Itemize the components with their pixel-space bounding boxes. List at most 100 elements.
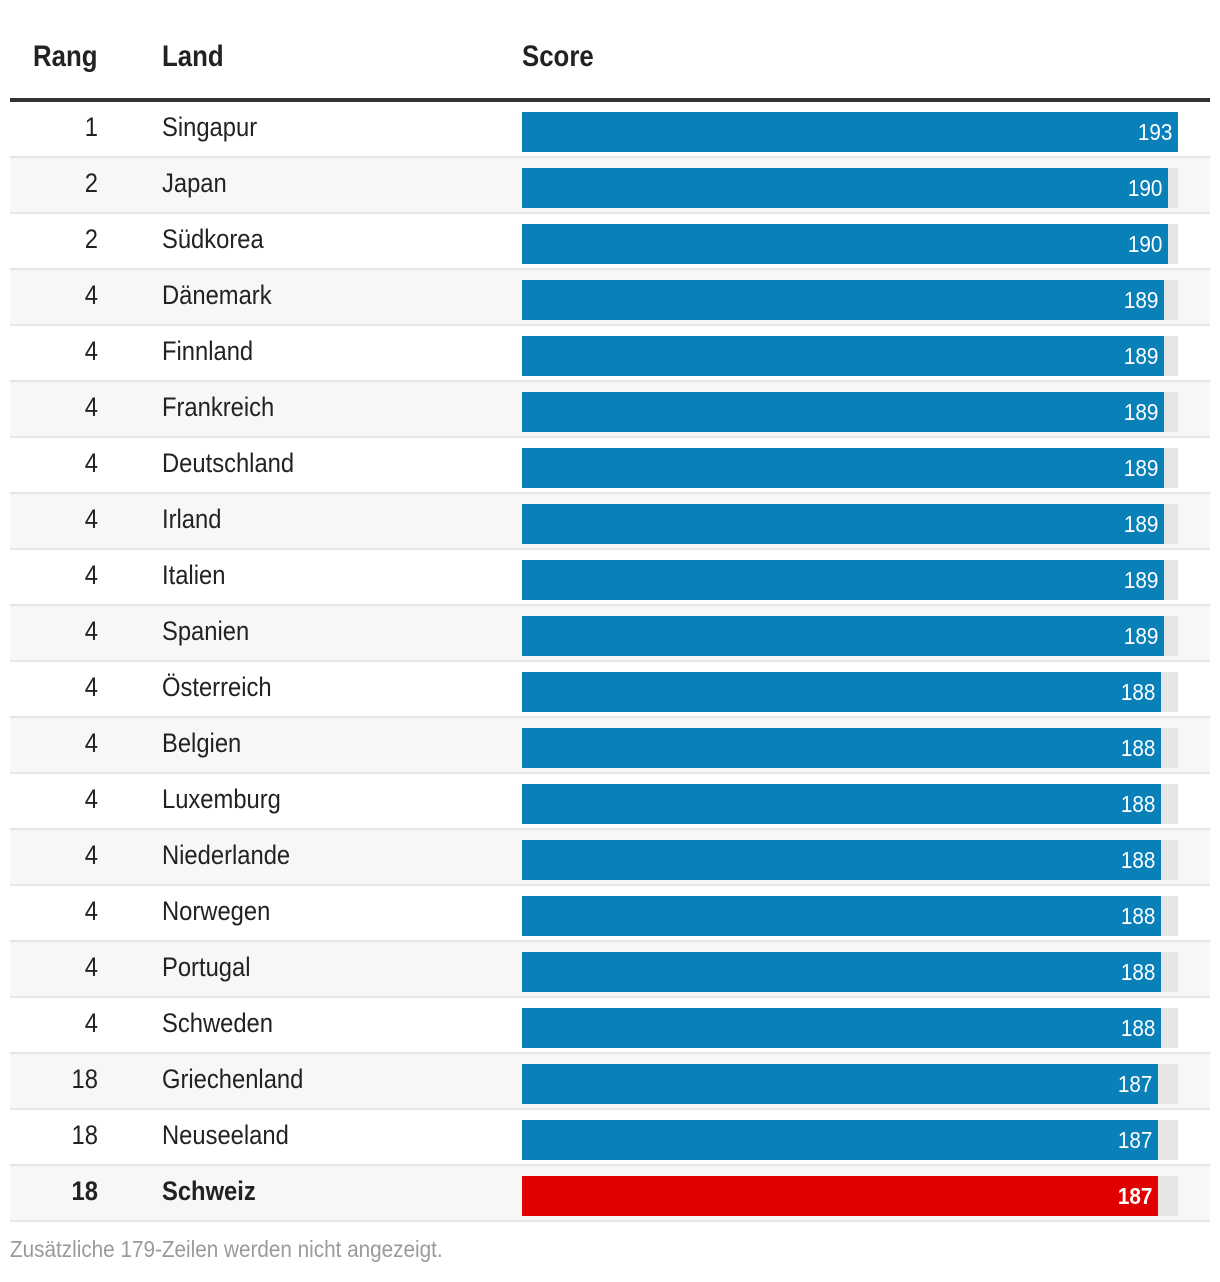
rank-cell: 4	[84, 280, 98, 310]
score-bar: 188	[522, 952, 1161, 992]
rank-cell: 4	[84, 392, 98, 422]
score-bar: 189	[522, 504, 1164, 544]
score-bar-track: 189	[522, 448, 1178, 488]
table-body: 1 Singapur 193 2 Japan 190 2 Südkorea 190 4 Dänema…	[10, 102, 1210, 1222]
table-row: 2 Japan 190	[10, 158, 1210, 214]
score-bar: 188	[522, 1008, 1161, 1048]
country-cell: Norwegen	[162, 896, 271, 926]
table-row: 4 Norwegen 188	[10, 886, 1210, 942]
table-row: 2 Südkorea 190	[10, 214, 1210, 270]
score-value-label: 189	[1123, 399, 1158, 425]
score-bar-track: 188	[522, 672, 1178, 712]
table-row: 18 Schweiz 187	[10, 1166, 1210, 1222]
score-value-label: 189	[1123, 455, 1158, 481]
score-bar: 188	[522, 672, 1161, 712]
score-bar-track: 189	[522, 616, 1178, 656]
score-value-label: 189	[1123, 623, 1158, 649]
rank-cell: 18	[71, 1064, 98, 1094]
score-bar: 189	[522, 336, 1164, 376]
score-bar: 189	[522, 280, 1164, 320]
score-bar: 187	[522, 1120, 1158, 1160]
score-bar: 188	[522, 896, 1161, 936]
score-value-label: 187	[1117, 1071, 1152, 1097]
rank-cell: 4	[84, 784, 98, 814]
table-row: 4 Frankreich 189	[10, 382, 1210, 438]
country-cell: Luxemburg	[162, 784, 281, 814]
rank-cell: 4	[84, 616, 98, 646]
table-row: 4 Deutschland 189	[10, 438, 1210, 494]
country-cell: Frankreich	[162, 392, 275, 422]
country-cell: Spanien	[162, 616, 250, 646]
score-bar: 189	[522, 616, 1164, 656]
score-bar-track: 189	[522, 504, 1178, 544]
score-value-label: 190	[1127, 175, 1162, 201]
score-bar-track: 188	[522, 952, 1178, 992]
score-value-label: 188	[1120, 679, 1155, 705]
score-bar-track: 187	[522, 1176, 1178, 1216]
country-cell: Dänemark	[162, 280, 272, 310]
country-cell: Italien	[162, 560, 226, 590]
score-bar-track: 188	[522, 896, 1178, 936]
score-bar: 189	[522, 560, 1164, 600]
rank-cell: 4	[84, 672, 98, 702]
table-row: 1 Singapur 193	[10, 102, 1210, 158]
score-bar-track: 188	[522, 840, 1178, 880]
country-cell: Griechenland	[162, 1064, 304, 1094]
rank-cell: 4	[84, 336, 98, 366]
score-bar: 189	[522, 392, 1164, 432]
score-bar: 187	[522, 1176, 1158, 1216]
table-row: 4 Dänemark 189	[10, 270, 1210, 326]
table-row: 4 Portugal 188	[10, 942, 1210, 998]
score-value-label: 188	[1120, 903, 1155, 929]
score-value-label: 188	[1120, 735, 1155, 761]
score-value-label: 187	[1117, 1127, 1152, 1153]
score-value-label: 190	[1127, 231, 1162, 257]
score-bar-track: 189	[522, 560, 1178, 600]
country-cell: Neuseeland	[162, 1120, 289, 1150]
country-cell: Portugal	[162, 952, 251, 982]
country-cell: Niederlande	[162, 840, 291, 870]
country-cell: Südkorea	[162, 224, 264, 254]
score-value-label: 189	[1123, 343, 1158, 369]
rank-cell: 4	[84, 504, 98, 534]
rank-cell: 4	[84, 896, 98, 926]
score-bar-track: 187	[522, 1120, 1178, 1160]
country-cell: Singapur	[162, 112, 258, 142]
table-row: 4 Finnland 189	[10, 326, 1210, 382]
country-cell: Österreich	[162, 672, 272, 702]
table-row: 4 Luxemburg 188	[10, 774, 1210, 830]
table-row: 4 Niederlande 188	[10, 830, 1210, 886]
footnote: Zusätzliche 179-Zeilen werden nicht ange…	[10, 1236, 443, 1262]
score-bar-track: 190	[522, 224, 1178, 264]
table-row: 18 Neuseeland 187	[10, 1110, 1210, 1166]
score-bar-track: 189	[522, 280, 1178, 320]
score-bar: 189	[522, 448, 1164, 488]
score-bar: 188	[522, 840, 1161, 880]
column-header-country[interactable]: Land	[162, 40, 224, 73]
score-value-label: 193	[1137, 119, 1172, 145]
country-cell: Irland	[162, 504, 222, 534]
country-cell: Schweden	[162, 1008, 273, 1038]
rank-cell: 4	[84, 952, 98, 982]
score-bar-track: 188	[522, 1008, 1178, 1048]
table-row: 4 Österreich 188	[10, 662, 1210, 718]
column-header-rank[interactable]: Rang	[33, 40, 98, 73]
score-value-label: 189	[1123, 567, 1158, 593]
score-value-label: 188	[1120, 791, 1155, 817]
score-value-label: 189	[1123, 511, 1158, 537]
score-value-label: 188	[1120, 847, 1155, 873]
score-bar-track: 188	[522, 784, 1178, 824]
table-row: 4 Italien 189	[10, 550, 1210, 606]
score-value-label: 188	[1120, 1015, 1155, 1041]
rank-cell: 4	[84, 448, 98, 478]
score-bar: 188	[522, 784, 1161, 824]
table-row: 4 Irland 189	[10, 494, 1210, 550]
score-bar-track: 189	[522, 392, 1178, 432]
score-bar: 190	[522, 168, 1168, 208]
rank-cell: 2	[84, 224, 98, 254]
score-bar: 188	[522, 728, 1161, 768]
ranking-table: Rang Land Score 1 Singapur 193 2 Japan 190 2 Sü…	[10, 0, 1210, 1222]
rank-cell: 2	[84, 168, 98, 198]
table-row: 4 Spanien 189	[10, 606, 1210, 662]
column-header-score[interactable]: Score	[522, 40, 594, 73]
